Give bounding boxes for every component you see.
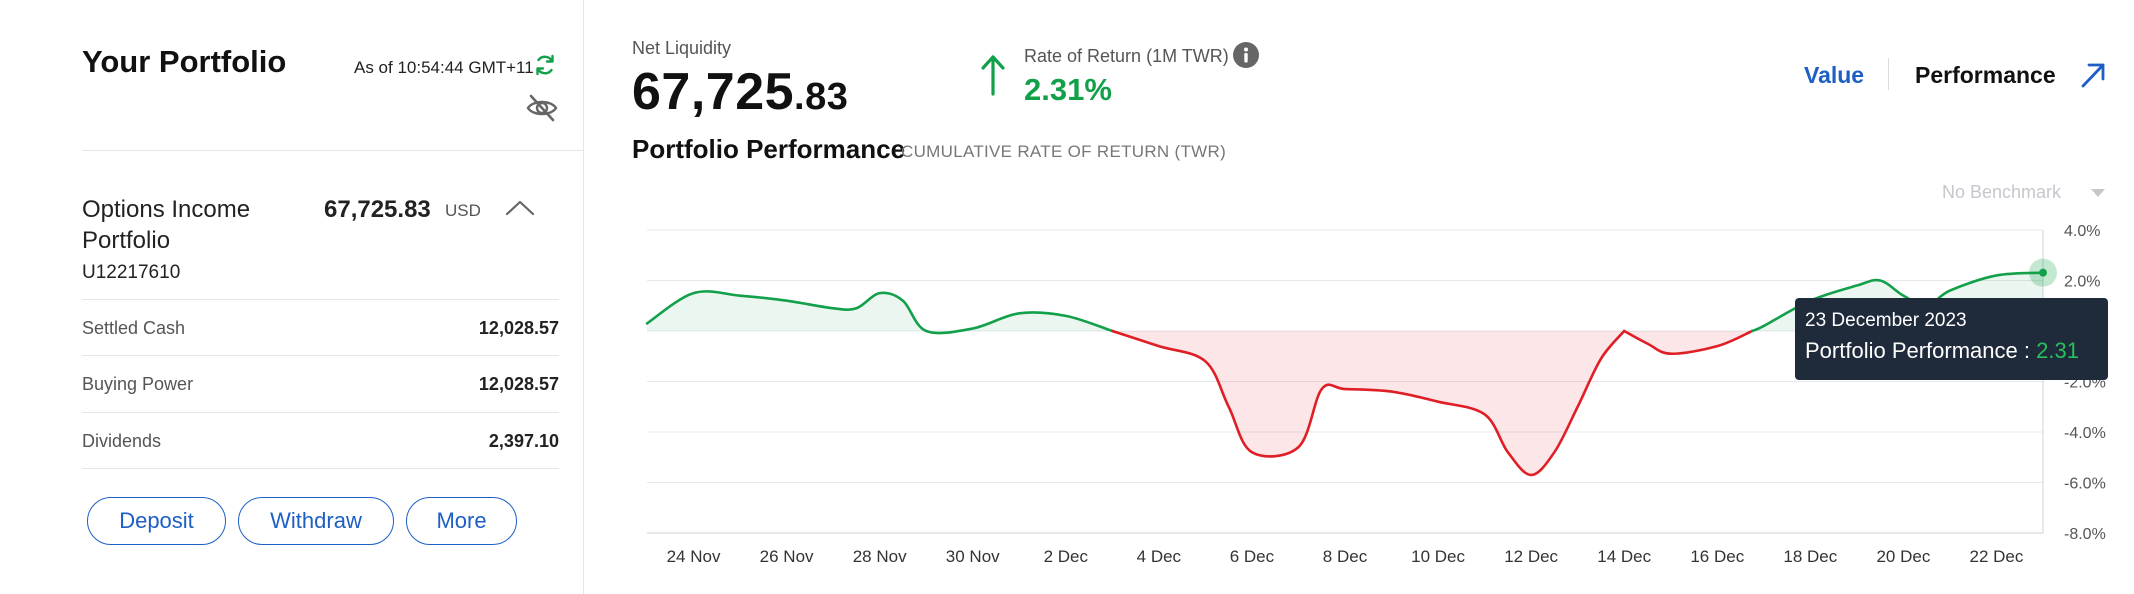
tooltip-value: 2.31 <box>2036 338 2079 363</box>
hover-marker-dot <box>2039 268 2047 277</box>
x-tick-label: 22 Dec <box>1970 547 2024 566</box>
x-tick-label: 28 Nov <box>853 547 907 566</box>
tooltip-performance: Portfolio Performance : 2.31 <box>1805 338 2079 364</box>
chart-title: Portfolio Performance <box>632 134 906 164</box>
x-tick-label: 2 Dec <box>1044 547 1089 566</box>
arrow-up-icon <box>981 55 1005 96</box>
as-of-timestamp: As of 10:54:44 GMT+11 <box>354 58 534 77</box>
y-tick-label: 2.0% <box>2064 274 2100 291</box>
y-tick-label: -8.0% <box>2064 526 2106 543</box>
x-tick-label: 10 Dec <box>1411 547 1465 566</box>
divider <box>82 468 559 469</box>
stat-row-buying-power: Buying Power 12,028.57 <box>82 355 559 411</box>
stat-value: 12,028.57 <box>478 374 559 394</box>
benchmark-select[interactable]: No Benchmark <box>1942 182 2062 202</box>
rate-of-return-value: 2.31% <box>1024 72 1112 107</box>
divider <box>82 150 584 151</box>
chart-line <box>645 271 2045 477</box>
refresh-icon[interactable] <box>533 53 557 77</box>
caret-down-icon[interactable] <box>2090 187 2106 199</box>
x-tick-label: 26 Nov <box>760 547 814 566</box>
chevron-up-icon[interactable] <box>504 196 536 220</box>
stat-label: Settled Cash <box>82 318 186 338</box>
tab-value[interactable]: Value <box>1804 62 1865 88</box>
divider <box>1888 58 1889 90</box>
performance-chart[interactable]: 4.0%2.0%-2.0%-4.0%-6.0%-8.0% 24 Nov 26 No… <box>600 200 2134 594</box>
stat-value: 2,397.10 <box>488 431 559 451</box>
x-tick-label: 30 Nov <box>946 547 1000 566</box>
y-tick-label: -6.0% <box>2064 476 2106 493</box>
account-id: U12217610 <box>82 262 181 283</box>
stat-row-dividends: Dividends 2,397.10 <box>82 412 559 468</box>
stat-value: 12,028.57 <box>478 318 559 338</box>
deposit-button[interactable]: Deposit <box>87 497 226 545</box>
area-negative <box>1112 331 1625 475</box>
withdraw-button[interactable]: Withdraw <box>238 497 394 545</box>
hover-marker <box>2029 258 2057 287</box>
chart-tooltip: 23 December 2023 Portfolio Performance :… <box>1795 298 2108 380</box>
more-button[interactable]: More <box>406 497 517 545</box>
tab-performance[interactable]: Performance <box>1915 62 2056 88</box>
x-tick-label: 24 Nov <box>667 547 721 566</box>
tooltip-label: Portfolio Performance : <box>1805 338 2037 363</box>
x-tick-label: 16 Dec <box>1690 547 1744 566</box>
net-liquidity-cents: .83 <box>794 76 849 118</box>
stat-label: Buying Power <box>82 374 194 394</box>
x-tick-label: 20 Dec <box>1876 547 1930 566</box>
tooltip-date: 23 December 2023 <box>1805 310 1967 331</box>
y-axis-ticks: 4.0%2.0%-2.0%-4.0%-6.0%-8.0% <box>2064 223 2106 543</box>
portfolio-panel: Your Portfolio As of 10:54:44 GMT+11 Opt… <box>0 0 584 594</box>
account-currency: USD <box>445 201 481 220</box>
y-tick-label: -4.0% <box>2064 425 2106 442</box>
x-tick-label: 6 Dec <box>1230 547 1275 566</box>
chart-grid <box>647 229 2044 534</box>
line-negative <box>1622 329 1754 356</box>
hide-values-icon[interactable] <box>526 92 558 124</box>
net-liquidity-main: 67,725 <box>632 63 795 121</box>
info-icon[interactable] <box>1232 41 1260 69</box>
y-tick-label: 4.0% <box>2064 223 2100 240</box>
rate-of-return-label: Rate of Return (1M TWR) <box>1024 46 1229 66</box>
account-name: Options Income Portfolio <box>82 196 251 254</box>
account-value: 67,725.83 <box>324 196 431 223</box>
area-positive <box>647 291 1116 334</box>
portfolio-title: Your Portfolio <box>82 44 287 79</box>
line-positive <box>1750 271 2045 333</box>
line-negative <box>1111 329 1626 477</box>
x-tick-label: 4 Dec <box>1137 547 1182 566</box>
x-axis-ticks: 24 Nov 26 Nov 28 Nov 30 Nov 2 Dec 4 Dec 6 Dec 8… <box>667 547 2024 566</box>
x-tick-label: 12 Dec <box>1504 547 1558 566</box>
x-tick-label: 18 Dec <box>1783 547 1837 566</box>
x-tick-label: 8 Dec <box>1323 547 1368 566</box>
line-positive <box>645 290 1118 335</box>
chart-subtitle: CUMULATIVE RATE OF RETURN (TWR) <box>901 142 1227 161</box>
net-liquidity-value: 67,725.83 <box>632 62 848 122</box>
x-tick-label: 14 Dec <box>1597 547 1651 566</box>
net-liquidity-label: Net Liquidity <box>632 38 732 58</box>
stat-label: Dividends <box>82 431 162 451</box>
expand-arrow-icon[interactable] <box>2078 60 2108 90</box>
stat-row-settled-cash: Settled Cash 12,028.57 <box>82 299 559 355</box>
